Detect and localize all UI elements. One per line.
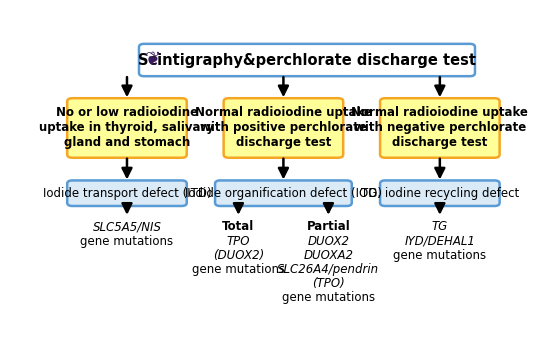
- Text: Iodide transport defect (ITD): Iodide transport defect (ITD): [43, 187, 211, 200]
- Text: SLC26A4/pendrin: SLC26A4/pendrin: [278, 263, 379, 276]
- Text: gene mutations: gene mutations: [192, 263, 285, 276]
- Text: gene mutations: gene mutations: [80, 234, 174, 247]
- Text: TG: TG: [432, 220, 448, 233]
- Text: Scintigraphy&perchlorate discharge test: Scintigraphy&perchlorate discharge test: [138, 53, 476, 67]
- Text: SLC5A5/NIS: SLC5A5/NIS: [92, 220, 161, 233]
- FancyBboxPatch shape: [380, 180, 499, 206]
- Text: ❦: ❦: [144, 50, 161, 70]
- Text: IYD/DEHAL1: IYD/DEHAL1: [404, 234, 475, 247]
- Text: gene mutations: gene mutations: [393, 249, 487, 262]
- Text: Total: Total: [222, 220, 254, 233]
- Text: Normal radioiodine uptake
with negative perchlorate
discharge test: Normal radioiodine uptake with negative …: [351, 107, 528, 149]
- FancyBboxPatch shape: [380, 98, 499, 158]
- Text: DUOX2: DUOX2: [307, 234, 349, 247]
- Text: gene mutations: gene mutations: [282, 291, 375, 304]
- Text: DUOXA2: DUOXA2: [304, 249, 353, 262]
- Text: (TPO): (TPO): [312, 277, 345, 290]
- Text: TPO: TPO: [227, 234, 250, 247]
- FancyBboxPatch shape: [215, 180, 352, 206]
- Text: TG, iodine recycling defect: TG, iodine recycling defect: [361, 187, 519, 200]
- FancyBboxPatch shape: [67, 180, 187, 206]
- Text: Iodide organification defect (IOD): Iodide organification defect (IOD): [185, 187, 382, 200]
- Text: No or low radioiodine
uptake in thyroid, salivary
gland and stomach: No or low radioiodine uptake in thyroid,…: [39, 107, 215, 149]
- Text: (DUOX2): (DUOX2): [213, 249, 264, 262]
- FancyBboxPatch shape: [139, 44, 475, 76]
- Text: Partial: Partial: [306, 220, 350, 233]
- Text: Normal radioiodine uptake
with positive perchlorate
discharge test: Normal radioiodine uptake with positive …: [195, 107, 372, 149]
- FancyBboxPatch shape: [67, 98, 187, 158]
- FancyBboxPatch shape: [223, 98, 343, 158]
